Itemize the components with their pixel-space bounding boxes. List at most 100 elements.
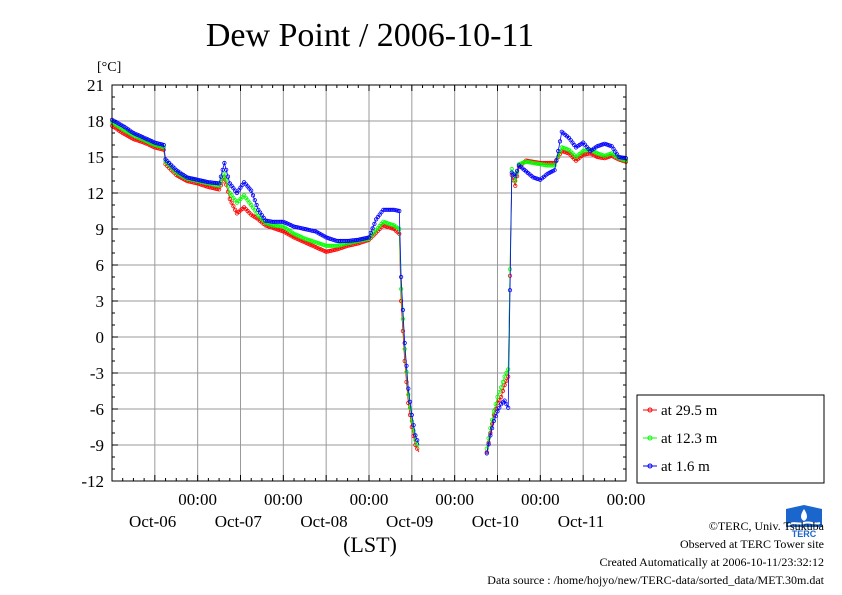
- legend-item: at 12.3 m: [643, 431, 718, 447]
- series-point: [406, 386, 411, 391]
- series-point: [514, 168, 520, 173]
- series-point: [315, 240, 320, 245]
- series-point: [400, 307, 405, 313]
- series-point: [386, 221, 391, 226]
- series-point: [161, 142, 166, 148]
- series-point: [304, 237, 309, 242]
- series-point: [400, 328, 405, 334]
- series-point: [595, 151, 600, 156]
- footer-copyright: ©TERC, Univ. Tsukuba: [708, 519, 824, 533]
- series-point: [279, 224, 284, 229]
- series-point: [498, 385, 504, 390]
- series-point: [404, 363, 409, 368]
- series-point: [407, 405, 413, 410]
- series-point: [398, 274, 404, 280]
- series-point: [225, 174, 231, 179]
- legend-swatch-marker: [647, 407, 653, 413]
- y-tick-label: -6: [90, 400, 104, 419]
- footer-created: Created Automatically at 2006-10-11/23:3…: [599, 555, 824, 569]
- series-point: [550, 163, 555, 168]
- x-tick-date-label: Oct-09: [386, 512, 433, 531]
- terc-logo: TERC: [782, 503, 826, 544]
- x-tick-time-label: 00:00: [350, 490, 389, 509]
- series-point: [506, 405, 511, 410]
- series-point: [532, 175, 538, 181]
- terc-logo-icon: TERC: [782, 503, 826, 539]
- series-point: [563, 146, 568, 151]
- x-tick-time-label: 00:00: [264, 490, 303, 509]
- series-point: [604, 153, 609, 158]
- series-point: [602, 141, 607, 146]
- series-point: [564, 147, 570, 152]
- series-point: [513, 178, 518, 184]
- series-point: [602, 153, 607, 158]
- series-point: [381, 219, 386, 224]
- series-point: [279, 228, 284, 233]
- series-point: [159, 142, 165, 147]
- series-point: [222, 171, 227, 176]
- legend-swatch-marker: [647, 435, 653, 441]
- series-point: [556, 154, 561, 159]
- series-point: [495, 394, 500, 400]
- y-tick-label: -9: [90, 436, 104, 455]
- x-tick-time-label: 00:00: [435, 490, 474, 509]
- series-point: [507, 288, 513, 293]
- x-tick-date-label: Oct-10: [472, 512, 519, 531]
- y-tick-label: 9: [96, 220, 105, 239]
- y-tick-label: 15: [87, 148, 104, 167]
- series-point: [488, 433, 493, 438]
- plot-frame: [111, 84, 627, 482]
- x-tick-time-label: 00:00: [178, 490, 217, 509]
- series-point: [222, 160, 227, 166]
- series-point: [309, 238, 314, 244]
- legend-label: at 29.5 m: [661, 403, 718, 419]
- x-axis-label: (LST): [343, 532, 397, 557]
- legend-box: [636, 394, 825, 484]
- series-point: [404, 379, 409, 385]
- series-point: [327, 236, 332, 241]
- series-point: [598, 142, 604, 148]
- series-point: [504, 378, 509, 383]
- series-point: [536, 177, 541, 182]
- series-point: [500, 379, 505, 385]
- y-tick-label: 18: [87, 112, 104, 131]
- series-point: [495, 409, 500, 414]
- x-tick-date-label: Oct-08: [300, 512, 347, 531]
- series-point: [513, 174, 518, 179]
- legend-label: at 12.3 m: [661, 431, 718, 447]
- x-tick-time-label: 00:00: [607, 490, 646, 509]
- series-point: [489, 421, 495, 427]
- series-point: [311, 239, 316, 244]
- chart-title: Dew Point / 2006-10-11: [206, 17, 534, 54]
- series-point: [331, 237, 336, 242]
- series-point: [215, 181, 220, 186]
- series-point: [372, 221, 377, 226]
- series-point: [504, 402, 509, 407]
- series-point: [320, 242, 325, 247]
- series-point: [154, 141, 159, 146]
- series-point: [604, 142, 609, 147]
- series-point: [602, 156, 607, 161]
- series-point: [520, 160, 525, 166]
- series-point: [493, 402, 498, 407]
- series-point: [249, 188, 254, 193]
- series-point: [397, 226, 402, 232]
- series-point: [413, 433, 418, 438]
- series-point: [502, 398, 507, 403]
- series-point: [493, 414, 498, 419]
- series-point: [497, 405, 502, 410]
- footer-source: Data source : /home/hojyo/new/TERC-data/…: [487, 573, 824, 587]
- series-point: [406, 392, 411, 397]
- logo-text: TERC: [792, 529, 817, 539]
- series-point: [227, 196, 232, 202]
- series-point: [484, 451, 489, 456]
- series-point: [217, 181, 222, 186]
- series-point: [384, 220, 389, 226]
- series-point: [152, 140, 157, 145]
- series-point: [252, 198, 257, 203]
- x-tick-date-label: Oct-06: [129, 512, 176, 531]
- series-point: [557, 139, 563, 144]
- series-point: [397, 208, 402, 214]
- series-point: [233, 207, 238, 212]
